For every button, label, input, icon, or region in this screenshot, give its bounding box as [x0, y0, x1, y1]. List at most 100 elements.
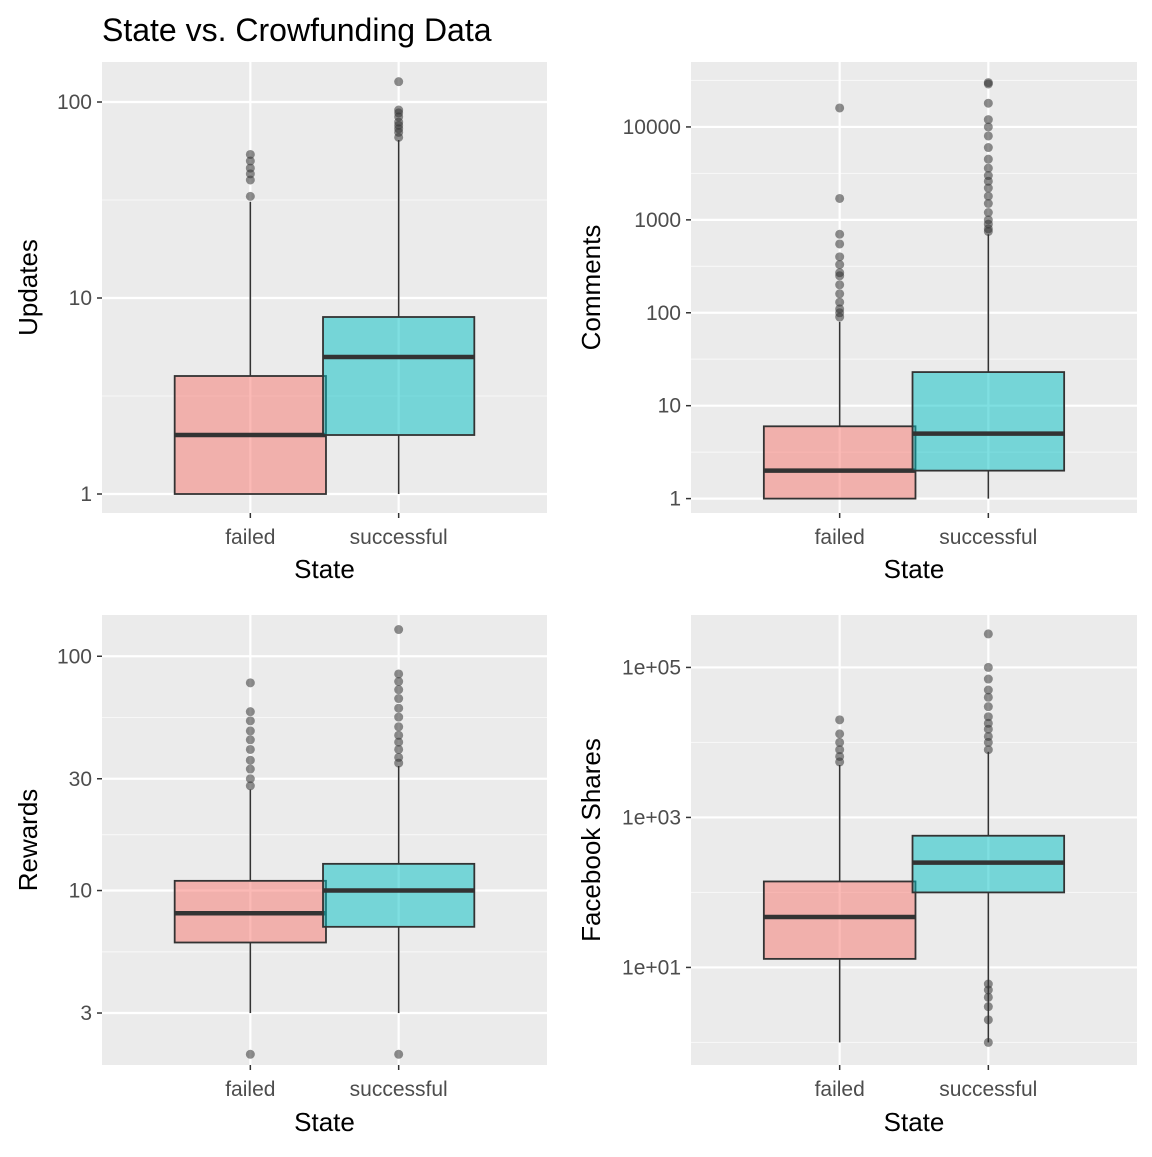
y-tick-label: 1 — [80, 483, 92, 506]
outlier-point — [983, 198, 993, 208]
outlier-point — [983, 712, 993, 722]
box-iqr — [322, 316, 476, 436]
outlier-point — [245, 735, 255, 745]
outlier-point — [394, 712, 404, 722]
outlier-point — [835, 304, 845, 314]
box-successful — [322, 625, 476, 1059]
outlier-point — [394, 685, 404, 695]
panel-background — [102, 615, 547, 1065]
outlier-point — [983, 1015, 993, 1025]
y-tick-label: 100 — [57, 91, 92, 114]
outlier-point — [983, 183, 993, 193]
y-tick-label: 1e+01 — [622, 956, 681, 979]
x-tick-label: successful — [939, 526, 1037, 549]
x-axis-title: State — [294, 1107, 355, 1137]
x-tick-label: failed — [225, 1078, 275, 1101]
outlier-point — [983, 745, 993, 755]
chart-panel-1: 1 10 100 failed successful State Updates — [13, 62, 547, 584]
outlier-point — [245, 774, 255, 784]
box-iqr — [911, 371, 1066, 472]
outlier-point — [835, 729, 845, 739]
y-axis-title: Updates — [13, 239, 43, 336]
outlier-point — [835, 751, 845, 761]
outlier-point — [983, 674, 993, 684]
outlier-point — [835, 737, 845, 747]
outlier-point — [394, 1049, 404, 1059]
outlier-point — [983, 702, 993, 712]
outlier-point — [245, 755, 255, 765]
y-tick-label: 1000 — [634, 209, 681, 232]
outlier-point — [245, 764, 255, 774]
y-tick-label: 1 — [669, 488, 681, 511]
chart-panel-3: 3 10 30 100 failed successful State Rewards — [13, 615, 547, 1137]
box-successful — [322, 77, 476, 495]
outlier-point — [245, 707, 255, 717]
outlier-point — [394, 677, 404, 687]
chart-panel-2: 1 10 100 1000 10000 failed successful State Comm… — [576, 62, 1137, 584]
y-tick-label: 10000 — [623, 116, 681, 139]
outlier-point — [983, 629, 993, 639]
outlier-point — [983, 1037, 993, 1047]
outlier-point — [245, 726, 255, 736]
outlier-point — [835, 715, 845, 725]
x-axis-title: State — [294, 554, 355, 584]
box-iqr — [762, 880, 917, 960]
x-tick-label: successful — [350, 1078, 448, 1101]
outlier-point — [983, 78, 993, 88]
outlier-point — [835, 239, 845, 249]
chart-panel-4: 1e+01 1e+03 1e+05 failed successful State Face… — [576, 615, 1137, 1137]
outlier-point — [983, 115, 993, 125]
figure-title: State vs. Crowfunding Data — [102, 12, 492, 48]
box-failed — [762, 715, 917, 1043]
x-tick-label: successful — [350, 526, 448, 549]
outlier-point — [983, 191, 993, 201]
x-tick-label: failed — [225, 526, 275, 549]
y-tick-label: 1e+03 — [622, 806, 681, 829]
box-iqr — [762, 425, 917, 500]
outlier-point — [835, 745, 845, 755]
outlier-point — [394, 77, 404, 87]
outlier-point — [245, 175, 255, 185]
outlier-point — [394, 722, 404, 732]
outlier-point — [983, 1002, 993, 1012]
outlier-point — [245, 163, 255, 173]
outlier-point — [394, 625, 404, 635]
outlier-point — [245, 191, 255, 201]
outlier-point — [983, 122, 993, 132]
outlier-point — [245, 781, 255, 791]
y-tick-label: 3 — [80, 1002, 92, 1025]
box-failed — [173, 678, 327, 1059]
outlier-point — [394, 737, 404, 747]
x-tick-label: failed — [815, 1078, 865, 1101]
outlier-point — [835, 260, 845, 270]
outlier-point — [983, 662, 993, 672]
outlier-point — [983, 718, 993, 728]
outlier-point — [983, 731, 993, 741]
y-tick-label: 10 — [69, 287, 92, 310]
outlier-point — [245, 156, 255, 166]
outlier-point — [983, 171, 993, 181]
outlier-point — [394, 744, 404, 754]
outlier-point — [394, 752, 404, 762]
box-iqr — [322, 862, 476, 928]
y-tick-label: 30 — [69, 768, 92, 791]
y-tick-label: 1e+05 — [622, 656, 681, 679]
x-tick-label: successful — [939, 1078, 1037, 1101]
outlier-point — [835, 103, 845, 113]
outlier-point — [835, 268, 845, 278]
x-tick-label: failed — [815, 526, 865, 549]
outlier-point — [835, 289, 845, 299]
outlier-point — [983, 992, 993, 1002]
y-tick-label: 10 — [69, 880, 92, 903]
outlier-point — [983, 163, 993, 173]
outlier-point — [245, 149, 255, 159]
y-axis-title: Comments — [576, 225, 606, 351]
outlier-point — [394, 694, 404, 704]
outlier-point — [983, 979, 993, 989]
outlier-point — [394, 703, 404, 713]
outlier-point — [983, 215, 993, 225]
outlier-point — [394, 669, 404, 679]
outlier-point — [983, 131, 993, 141]
outlier-point — [835, 252, 845, 262]
outlier-point — [245, 678, 255, 688]
